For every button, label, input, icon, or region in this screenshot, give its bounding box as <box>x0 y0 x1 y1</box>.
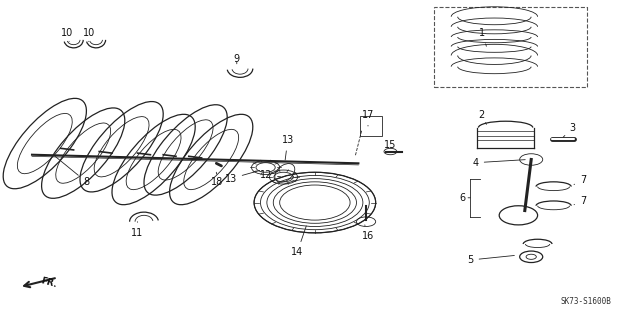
Text: 1: 1 <box>479 28 486 46</box>
Text: SK73-S1600B: SK73-S1600B <box>560 297 611 306</box>
Text: 14: 14 <box>291 226 307 257</box>
Text: 18: 18 <box>211 172 223 187</box>
Text: 10: 10 <box>61 28 73 41</box>
Text: 17: 17 <box>362 110 374 126</box>
Text: 16: 16 <box>362 225 374 241</box>
Text: 13: 13 <box>225 170 260 184</box>
Text: 13: 13 <box>282 135 294 160</box>
Text: FR.: FR. <box>40 276 58 289</box>
Text: 3: 3 <box>563 122 576 137</box>
Text: 8: 8 <box>53 155 90 187</box>
Text: 5: 5 <box>467 255 515 265</box>
Text: 6: 6 <box>459 193 470 203</box>
Text: 12: 12 <box>260 170 281 181</box>
Text: 2: 2 <box>479 110 486 124</box>
Text: 9: 9 <box>234 54 240 64</box>
Text: 4: 4 <box>472 158 525 168</box>
Text: 11: 11 <box>131 222 143 238</box>
Text: 7: 7 <box>574 196 586 206</box>
Text: 15: 15 <box>384 140 396 150</box>
Text: 10: 10 <box>83 28 95 41</box>
Text: 7: 7 <box>574 175 586 185</box>
